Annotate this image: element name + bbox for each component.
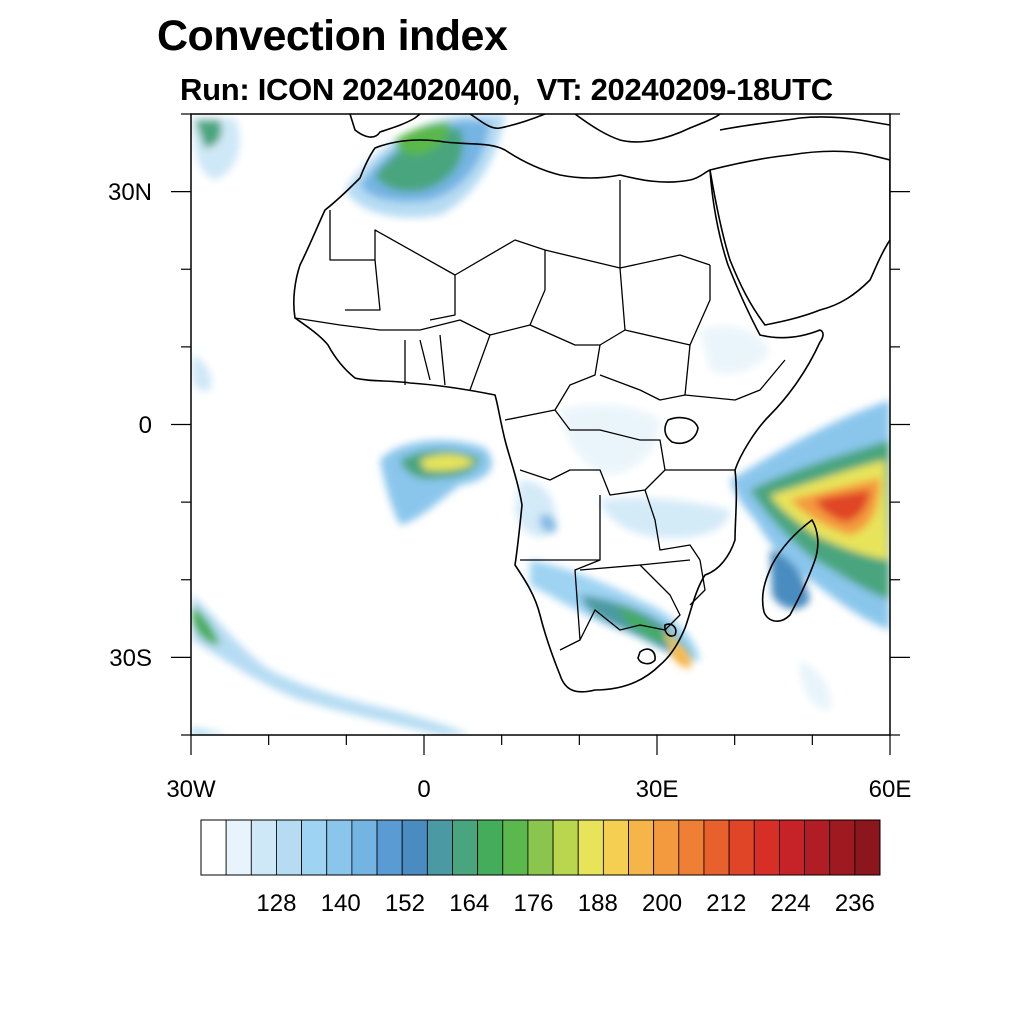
colorbar-swatch [401, 819, 428, 876]
colorbar-swatch [225, 819, 252, 876]
colorbar-frame [200, 819, 881, 876]
colorbar-swatch [527, 819, 554, 876]
colorbar-swatch [477, 819, 504, 876]
colorbar-swatch [678, 819, 705, 876]
chart-title: Convection index [157, 12, 508, 60]
colorbar [200, 819, 881, 876]
colorbar-label: 140 [321, 890, 361, 917]
madagascar-coastline [761, 519, 819, 622]
arabia-coastline [709, 150, 890, 326]
colorbar-swatch [200, 819, 227, 876]
map-ticks [171, 113, 910, 755]
convection-south-atlantic [192, 355, 470, 735]
country-borders [294, 180, 786, 651]
europe-coastline-3 [574, 114, 721, 143]
convection-shading [192, 114, 890, 735]
colorbar-label: 164 [449, 890, 489, 917]
colorbar-swatch [628, 819, 655, 876]
convection-indian-ocean [730, 400, 890, 630]
colorbar-label: 236 [835, 890, 875, 917]
lon-label-0: 0 [417, 776, 430, 803]
colorbar-label: 188 [578, 890, 618, 917]
colorbar-swatch [552, 819, 579, 876]
europe-coastline-2 [469, 114, 546, 130]
colorbar-swatch [452, 819, 479, 876]
convection-east-south-africa [670, 645, 831, 711]
colorbar-swatch [426, 819, 453, 876]
lon-label-30e: 30E [636, 776, 679, 803]
lat-label-0: 0 [139, 412, 152, 439]
colorbar-swatch [829, 819, 856, 876]
colorbar-swatch [351, 819, 378, 876]
convection-gulf-of-guinea [380, 440, 492, 525]
turkey-coastline [719, 116, 890, 131]
colorbar-label: 212 [706, 890, 746, 917]
colorbar-swatch [804, 819, 831, 876]
colorbar-label: 128 [256, 890, 296, 917]
map-area [191, 114, 890, 735]
convection-central-africa [515, 326, 770, 539]
eswatini-border [664, 623, 677, 637]
colorbar-label: 200 [642, 890, 682, 917]
colorbar-label: 176 [513, 890, 553, 917]
colorbar-swatch [728, 819, 755, 876]
lon-label-30w: 30W [166, 776, 216, 803]
colorbar-swatch [602, 819, 629, 876]
lat-label-30n: 30N [108, 179, 152, 206]
colorbar-swatch [276, 819, 302, 876]
colorbar-swatch [376, 819, 403, 876]
colorbar-swatch [577, 819, 604, 876]
colorbar-swatch [854, 819, 881, 876]
colorbar-swatch [753, 819, 780, 876]
colorbar-labels: 128 140 152 164 176 188 200 212 224 236 [256, 890, 874, 917]
colorbar-swatch [779, 819, 805, 876]
chart-subtitle: Run: ICON 2024020400, VT: 20240209-18UTC [180, 72, 833, 107]
europe-coastline [349, 114, 421, 138]
axis-labels: 30W 0 30E 60E 30N 0 30S [108, 179, 911, 803]
africa-coastline [293, 139, 824, 693]
colorbar-swatch [301, 819, 328, 876]
lesotho-border [637, 648, 656, 665]
colorbar-swatch [250, 819, 277, 876]
colorbar-label: 152 [385, 890, 425, 917]
colorbar-label: 224 [771, 890, 811, 917]
lake-victoria [664, 416, 699, 444]
coastlines-borders [293, 114, 890, 693]
colorbar-swatch [703, 819, 730, 876]
colorbar-swatch [653, 819, 680, 876]
colorbar-swatch [502, 819, 529, 876]
colorbar-swatch [326, 819, 353, 876]
lon-label-60e: 60E [869, 776, 912, 803]
convection-north-africa [192, 114, 505, 218]
lat-label-30s: 30S [109, 645, 152, 672]
